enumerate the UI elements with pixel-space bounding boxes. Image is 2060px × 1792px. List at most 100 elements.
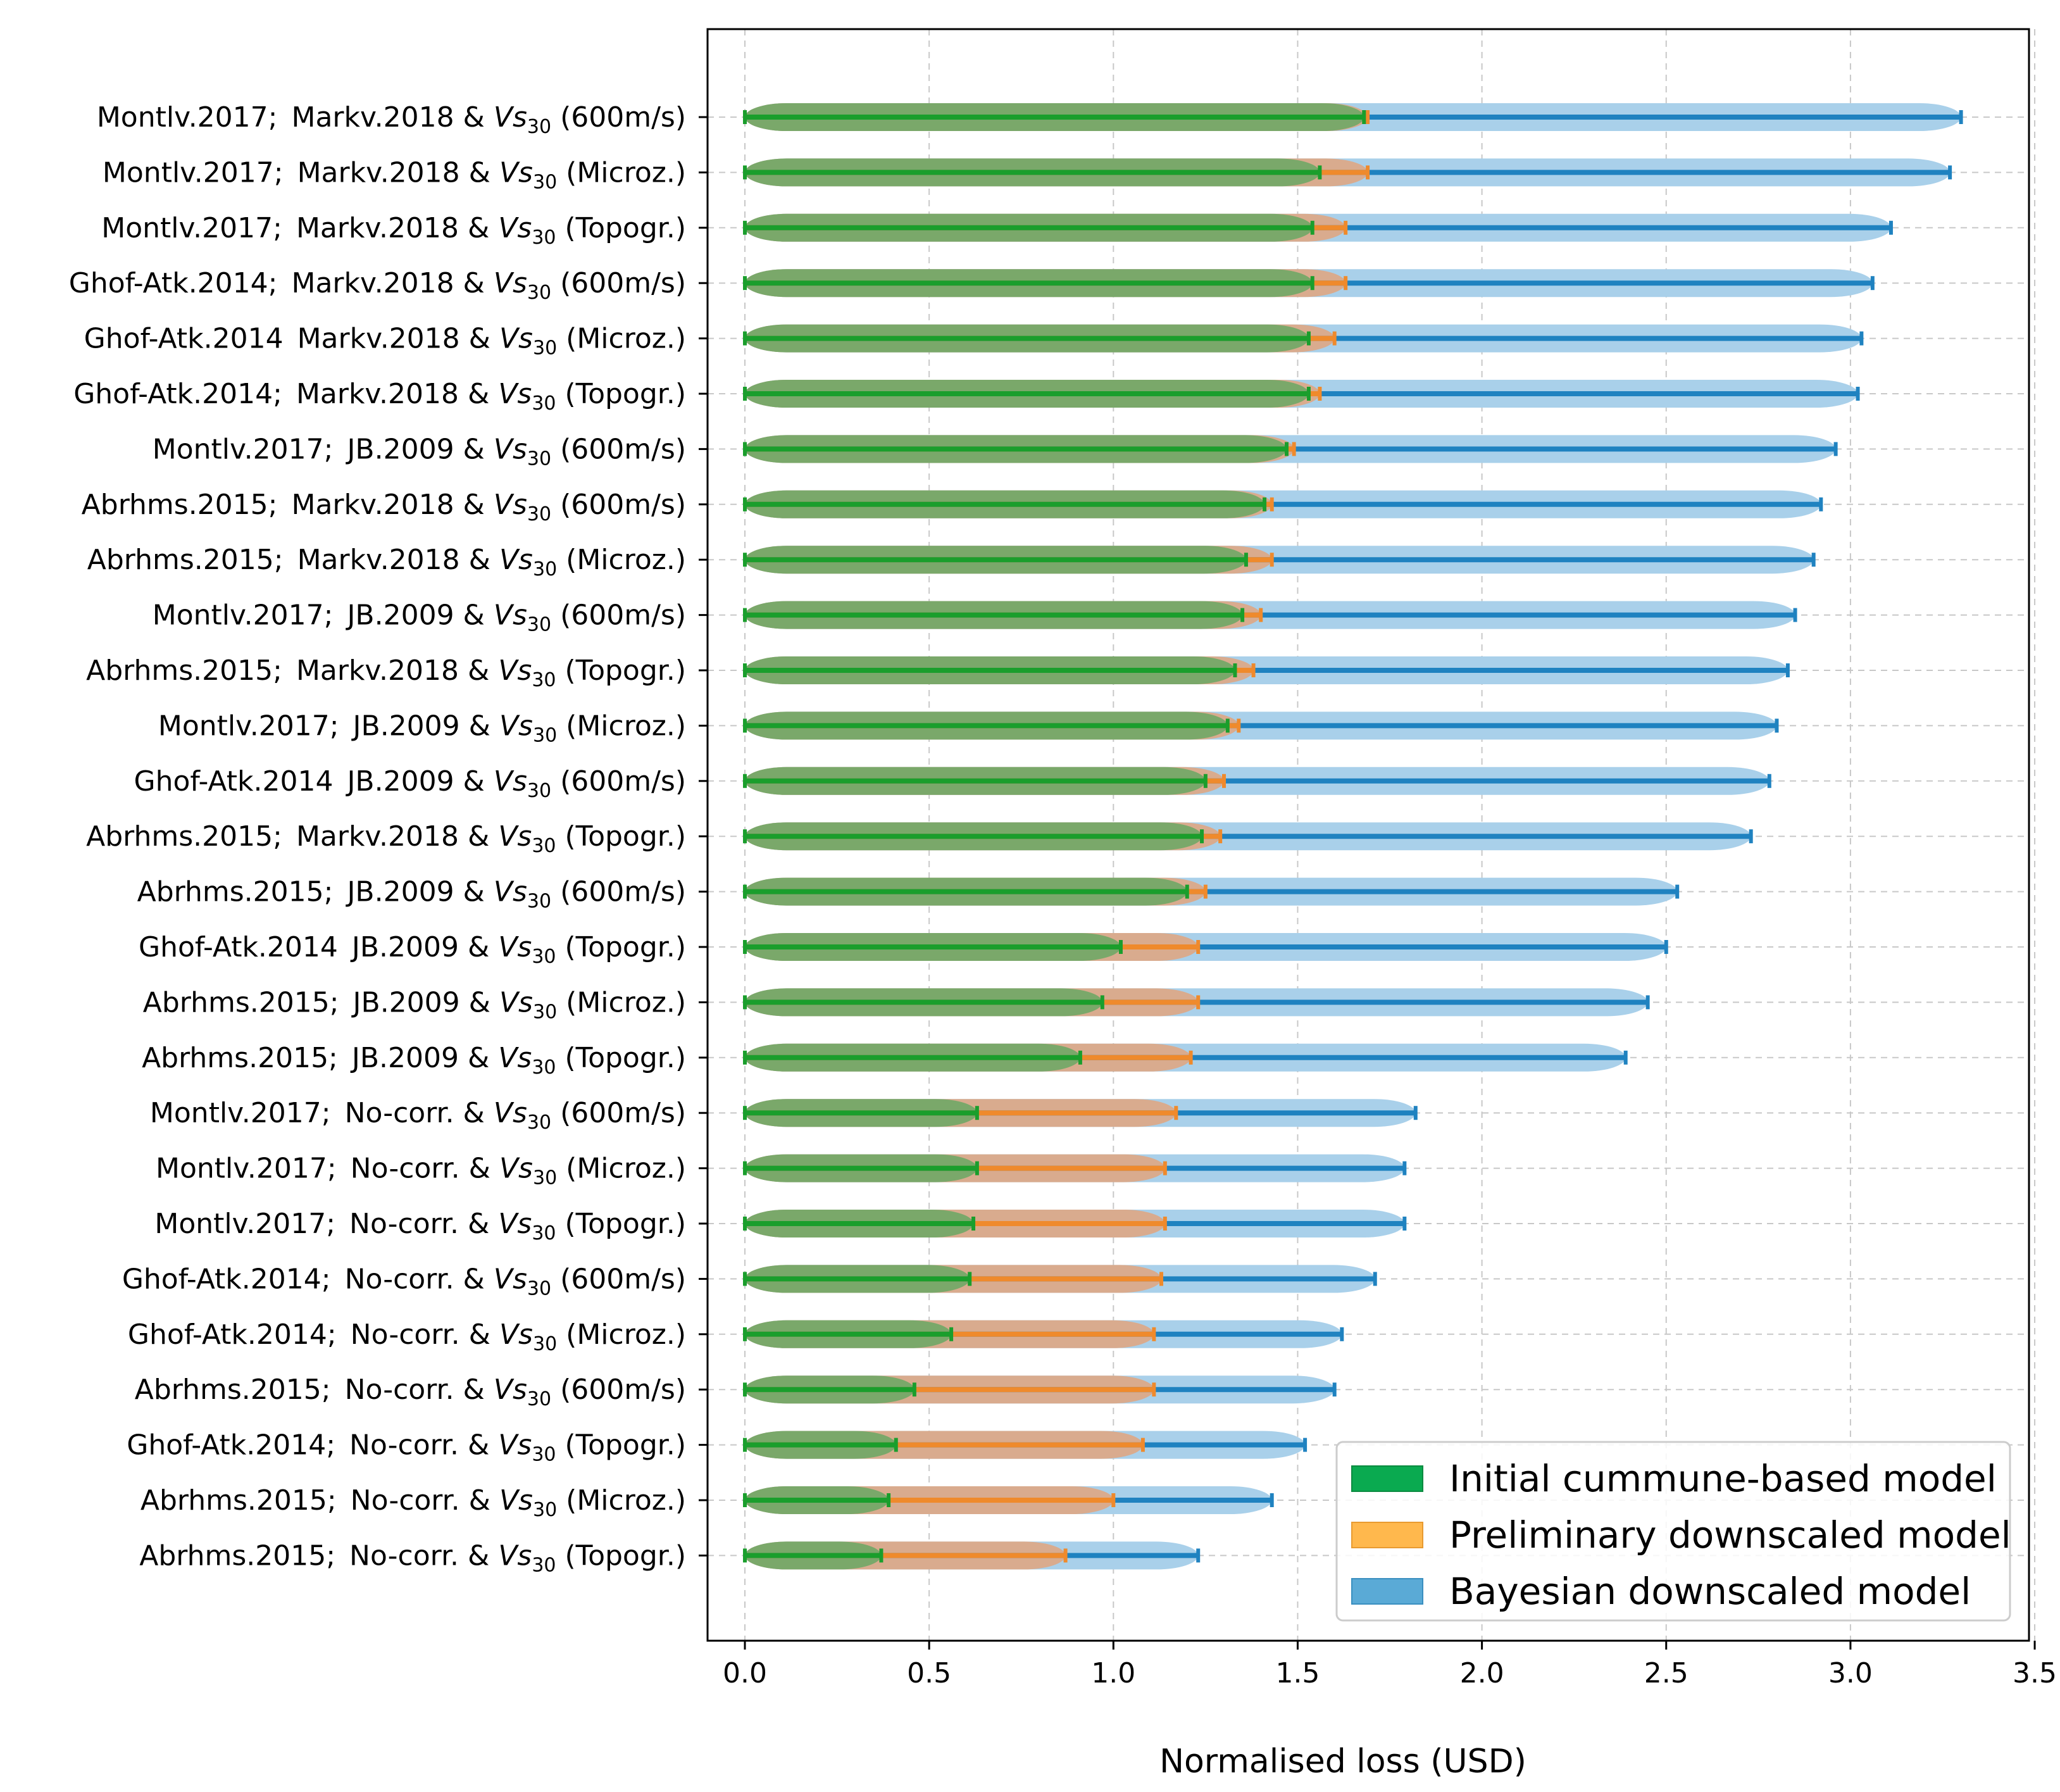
label-correlation: JB.2009 & (345, 599, 493, 632)
category-label: Ghof-Atk.2014; No-corr. & Vs30 (Microz.) (128, 1319, 686, 1355)
label-correlation: JB.2009 & (350, 1042, 498, 1074)
label-model: Montlv.2017; (97, 101, 292, 134)
label-vs-subscript: 30 (527, 448, 551, 470)
label-model: Abrhms.2015; (143, 986, 353, 1018)
label-vs-subscript: 30 (533, 1499, 557, 1521)
label-site: (Topogr.) (556, 1208, 686, 1240)
label-site: (Microz.) (557, 1153, 686, 1185)
label-site: (Topogr.) (556, 1042, 686, 1074)
label-model: Ghof-Atk.2014; (73, 378, 296, 410)
label-correlation: No-corr. & (345, 1097, 494, 1129)
label-vs-subscript: 30 (527, 1388, 551, 1410)
label-site: (Microz.) (557, 156, 686, 189)
label-site: (Topogr.) (556, 1429, 686, 1462)
label-site: (Topogr.) (556, 820, 686, 853)
label-model: Ghof-Atk.2014; (122, 1263, 345, 1295)
label-vs: Vs (499, 1153, 533, 1185)
label-vs: Vs (498, 378, 532, 410)
label-vs: Vs (494, 765, 527, 798)
error-lines (743, 110, 1963, 1563)
x-tick-label: 2.0 (1460, 1657, 1504, 1689)
category-label: Montlv.2017; JB.2009 & Vs30 (600m/s) (153, 433, 686, 470)
label-correlation: Markv.2018 & (291, 101, 493, 134)
label-correlation: JB.2009 & (350, 931, 498, 963)
label-site: (600m/s) (551, 876, 686, 908)
label-model: Abrhms.2015; (86, 820, 296, 853)
label-vs-subscript: 30 (527, 614, 551, 636)
label-model: Ghof-Atk.2014; (69, 267, 292, 299)
category-label: Abrhms.2015; No-corr. & Vs30 (Topogr.) (139, 1539, 686, 1576)
label-site: (600m/s) (551, 101, 686, 134)
x-tick-label: 1.0 (1091, 1657, 1135, 1689)
x-tick-label: 1.5 (1275, 1657, 1320, 1689)
label-model: Abrhms.2015; (137, 876, 347, 908)
category-label: Ghof-Atk.2014; No-corr. & Vs30 (600m/s) (122, 1263, 686, 1300)
label-correlation: Markv.2018 & (291, 489, 493, 521)
x-axis-title: Normalised loss (USD) (1159, 1743, 1526, 1781)
label-vs-subscript: 30 (533, 337, 557, 360)
x-tick-label: 2.5 (1644, 1657, 1689, 1689)
label-correlation: Markv.2018 & (291, 267, 493, 299)
label-site: (600m/s) (551, 489, 686, 521)
category-label: Abrhms.2015; Markv.2018 & Vs30 (600m/s) (82, 489, 686, 525)
label-correlation: No-corr. & (345, 1263, 494, 1295)
label-site: (Topogr.) (556, 1539, 686, 1572)
label-vs: Vs (498, 1429, 532, 1462)
legend-swatch-preliminary (1351, 1522, 1423, 1548)
label-site: (Microz.) (557, 1484, 686, 1517)
label-model: Abrhms.2015; (82, 489, 292, 521)
category-label: Abrhms.2015; JB.2009 & Vs30 (Microz.) (143, 986, 686, 1023)
label-correlation: Markv.2018 & (296, 655, 498, 687)
label-site: (600m/s) (551, 1374, 686, 1406)
category-label: Montlv.2017; No-corr. & Vs30 (600m/s) (150, 1097, 686, 1134)
category-label: Abrhms.2015; JB.2009 & Vs30 (600m/s) (137, 876, 686, 913)
label-correlation: Markv.2018 & (296, 378, 498, 410)
label-correlation: No-corr. & (351, 1319, 499, 1351)
category-label: Ghof-Atk.2014 JB.2009 & Vs30 (600m/s) (134, 765, 686, 802)
label-model: Montlv.2017; (150, 1097, 345, 1129)
label-vs: Vs (499, 1484, 533, 1517)
label-vs-subscript: 30 (533, 558, 557, 580)
label-site: (Topogr.) (556, 931, 686, 963)
label-correlation: No-corr. & (345, 1374, 494, 1406)
label-site: (Microz.) (557, 323, 686, 355)
label-correlation: Markv.2018 & (297, 544, 499, 576)
category-label: Ghof-Atk.2014 JB.2009 & Vs30 (Topogr.) (139, 931, 686, 968)
label-vs: Vs (499, 323, 533, 355)
label-site: (600m/s) (551, 433, 686, 465)
label-vs-subscript: 30 (527, 503, 551, 525)
label-vs: Vs (498, 655, 532, 687)
label-correlation: JB.2009 & (345, 876, 493, 908)
x-tick-label: 0.5 (907, 1657, 951, 1689)
label-model: Ghof-Atk.2014 (134, 765, 347, 798)
label-site: (600m/s) (551, 599, 686, 632)
label-vs-subscript: 30 (527, 1277, 551, 1300)
label-vs: Vs (499, 156, 533, 189)
label-vs-subscript: 30 (533, 171, 557, 193)
label-vs-subscript: 30 (532, 669, 556, 691)
label-model: Montlv.2017; (154, 1208, 349, 1240)
label-vs: Vs (498, 1042, 532, 1074)
label-vs: Vs (499, 1319, 533, 1351)
category-label: Montlv.2017; JB.2009 & Vs30 (600m/s) (153, 599, 686, 636)
plot-area-frame (706, 28, 2030, 1642)
label-correlation: Markv.2018 & (296, 820, 498, 853)
label-vs: Vs (498, 212, 532, 244)
label-model: Abrhms.2015; (87, 544, 297, 576)
label-site: (600m/s) (551, 765, 686, 798)
label-vs: Vs (498, 820, 532, 853)
label-model: Montlv.2017; (101, 212, 296, 244)
label-model: Abrhms.2015; (139, 1539, 349, 1572)
label-correlation: No-corr. & (349, 1208, 498, 1240)
label-vs: Vs (494, 1263, 527, 1295)
legend-swatch-initial (1351, 1465, 1423, 1492)
category-label: Montlv.2017; Markv.2018 & Vs30 (Microz.) (103, 156, 686, 193)
label-vs-subscript: 30 (533, 724, 557, 746)
label-vs-subscript: 30 (532, 946, 556, 968)
category-label: Ghof-Atk.2014; Markv.2018 & Vs30 (600m/s… (69, 267, 686, 304)
category-label: Abrhms.2015; Markv.2018 & Vs30 (Microz.) (87, 544, 686, 580)
label-vs: Vs (498, 1208, 532, 1240)
label-model: Ghof-Atk.2014 (84, 323, 297, 355)
label-vs: Vs (494, 101, 527, 134)
